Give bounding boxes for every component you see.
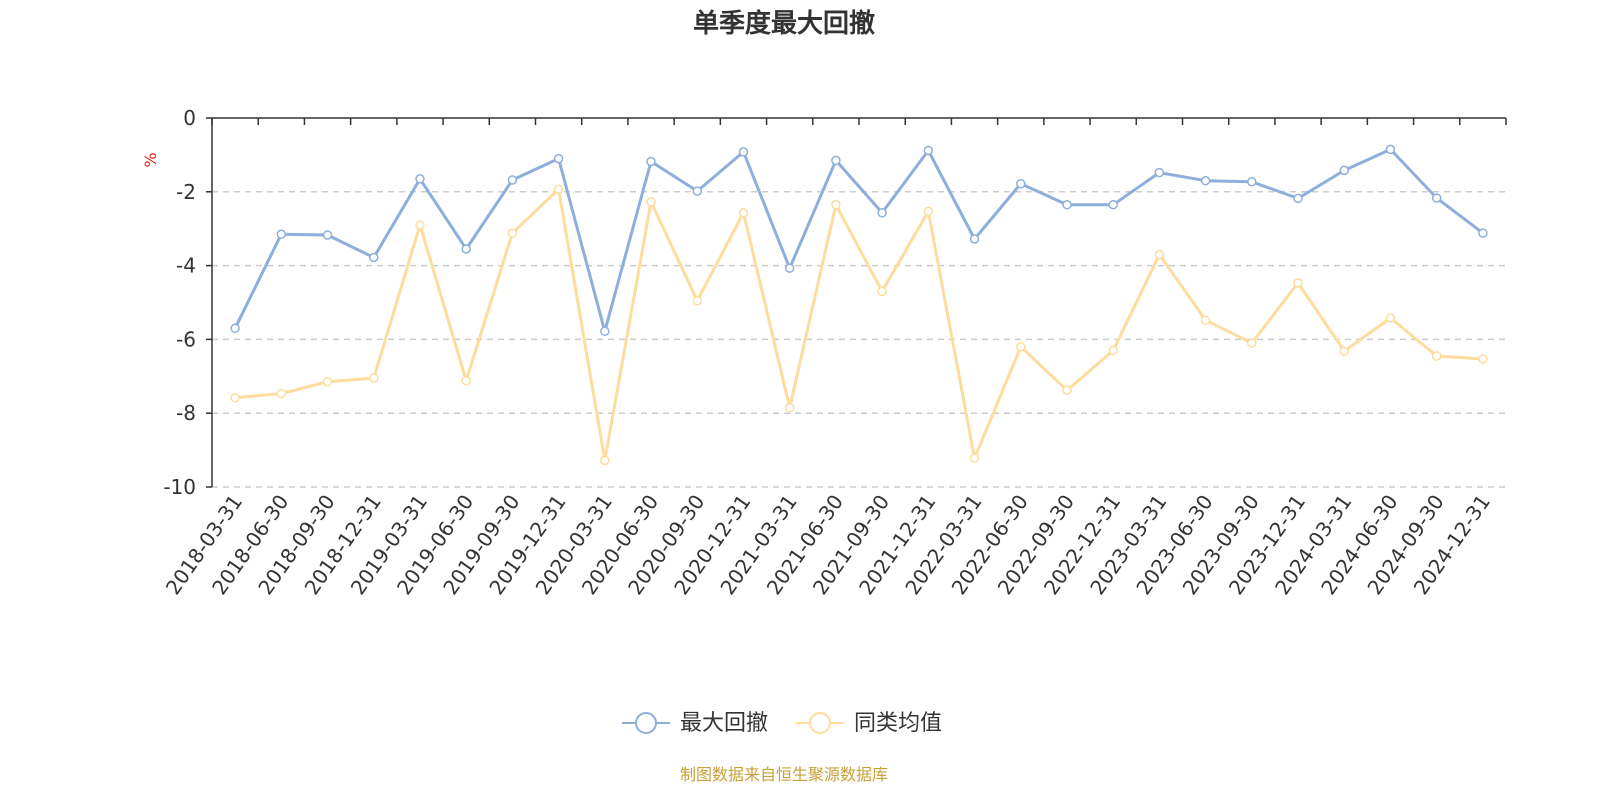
data-point-peer-average[interactable] bbox=[1431, 351, 1442, 361]
data-point-peer-average[interactable] bbox=[1293, 278, 1303, 288]
data-point-peer-average[interactable] bbox=[507, 228, 518, 238]
y-tick-label: -10 bbox=[163, 475, 196, 499]
data-point-peer-average[interactable] bbox=[1478, 354, 1488, 364]
data-point-drawdown[interactable] bbox=[1385, 144, 1396, 155]
data-point-peer-average[interactable] bbox=[1385, 313, 1396, 323]
grid-lines bbox=[212, 191, 1506, 488]
data-point-peer-average[interactable] bbox=[1247, 338, 1257, 348]
data-point-drawdown[interactable] bbox=[230, 323, 240, 334]
data-point-peer-average[interactable] bbox=[1062, 385, 1072, 396]
data-point-peer-average[interactable] bbox=[692, 295, 703, 306]
data-point-peer-average[interactable] bbox=[646, 197, 656, 207]
data-point-drawdown[interactable] bbox=[415, 174, 425, 184]
y-tick-label: -4 bbox=[176, 254, 196, 278]
data-point-drawdown[interactable] bbox=[276, 229, 287, 239]
x-tick-labels: 2018-03-312018-06-302018-09-302018-12-31… bbox=[161, 490, 1495, 599]
legend-drawdown-circle-icon bbox=[635, 712, 657, 734]
data-point-drawdown[interactable] bbox=[600, 326, 610, 337]
data-point-drawdown[interactable] bbox=[1154, 167, 1165, 178]
data-point-peer-average[interactable] bbox=[461, 375, 471, 386]
data-point-peer-average[interactable] bbox=[969, 453, 980, 463]
data-point-peer-average[interactable] bbox=[831, 199, 841, 210]
data-point-peer-average[interactable] bbox=[322, 377, 333, 387]
data-point-drawdown[interactable] bbox=[692, 186, 703, 196]
series-line-drawdown bbox=[233, 147, 1484, 333]
series bbox=[230, 144, 1488, 466]
data-point-peer-average[interactable] bbox=[276, 388, 287, 399]
data-point-drawdown[interactable] bbox=[923, 145, 934, 156]
axes bbox=[206, 117, 1507, 488]
legend[interactable]: 最大回撤 同类均值 bbox=[622, 711, 942, 736]
data-point-drawdown[interactable] bbox=[831, 155, 841, 166]
data-point-drawdown[interactable] bbox=[1108, 199, 1118, 210]
data-point-drawdown[interactable] bbox=[1293, 193, 1303, 204]
data-point-drawdown[interactable] bbox=[553, 153, 564, 164]
data-point-peer-average[interactable] bbox=[1339, 346, 1350, 356]
data-point-drawdown[interactable] bbox=[784, 263, 795, 273]
data-point-drawdown[interactable] bbox=[738, 147, 749, 157]
data-point-peer-average[interactable] bbox=[230, 392, 240, 403]
data-point-drawdown[interactable] bbox=[1339, 165, 1350, 176]
data-point-peer-average[interactable] bbox=[1154, 249, 1165, 260]
data-point-drawdown[interactable] bbox=[646, 156, 656, 167]
legend-peer-average-label: 同类均值 bbox=[854, 711, 942, 736]
data-point-drawdown[interactable] bbox=[507, 175, 518, 185]
data-point-peer-average[interactable] bbox=[923, 206, 934, 217]
legend-item-peer-average[interactable]: 同类均值 bbox=[796, 711, 942, 736]
legend-drawdown-label: 最大回撤 bbox=[680, 711, 768, 736]
data-point-drawdown[interactable] bbox=[1200, 175, 1211, 186]
legend-item-drawdown[interactable]: 最大回撤 bbox=[622, 711, 768, 736]
data-point-drawdown[interactable] bbox=[1478, 228, 1488, 238]
y-tick-label: -8 bbox=[176, 401, 196, 425]
data-point-drawdown[interactable] bbox=[1431, 193, 1442, 203]
data-point-peer-average[interactable] bbox=[369, 373, 379, 383]
y-tick-labels: 0 -2 -4 -6 -8 -10 bbox=[163, 106, 196, 499]
data-point-drawdown[interactable] bbox=[369, 252, 379, 263]
data-point-peer-average[interactable] bbox=[415, 220, 425, 230]
data-point-peer-average[interactable] bbox=[600, 455, 610, 466]
data-point-peer-average[interactable] bbox=[784, 402, 795, 413]
y-tick-label: -2 bbox=[176, 180, 196, 204]
data-point-peer-average[interactable] bbox=[738, 208, 749, 218]
data-point-drawdown[interactable] bbox=[1016, 178, 1026, 189]
data-point-drawdown[interactable] bbox=[969, 234, 980, 244]
legend-peer-average-circle-icon bbox=[809, 712, 831, 734]
data-point-peer-average[interactable] bbox=[1108, 345, 1118, 356]
data-point-drawdown[interactable] bbox=[461, 244, 471, 254]
chart-title: 单季度最大回撤 bbox=[693, 8, 875, 39]
data-source-note: 制图数据来自恒生聚源数据库 bbox=[680, 765, 888, 784]
data-point-peer-average[interactable] bbox=[1016, 342, 1026, 352]
y-tick-label: -6 bbox=[176, 327, 196, 351]
data-point-drawdown[interactable] bbox=[1247, 177, 1257, 187]
data-point-drawdown[interactable] bbox=[1062, 199, 1072, 210]
data-point-drawdown[interactable] bbox=[322, 230, 333, 240]
data-point-peer-average[interactable] bbox=[553, 184, 564, 194]
data-point-drawdown[interactable] bbox=[877, 208, 887, 218]
data-point-peer-average[interactable] bbox=[877, 286, 887, 297]
series-line-peer-average bbox=[234, 187, 1483, 462]
y-tick-label: 0 bbox=[183, 106, 196, 130]
data-point-peer-average[interactable] bbox=[1200, 315, 1211, 325]
y-axis-unit: % bbox=[141, 152, 160, 167]
